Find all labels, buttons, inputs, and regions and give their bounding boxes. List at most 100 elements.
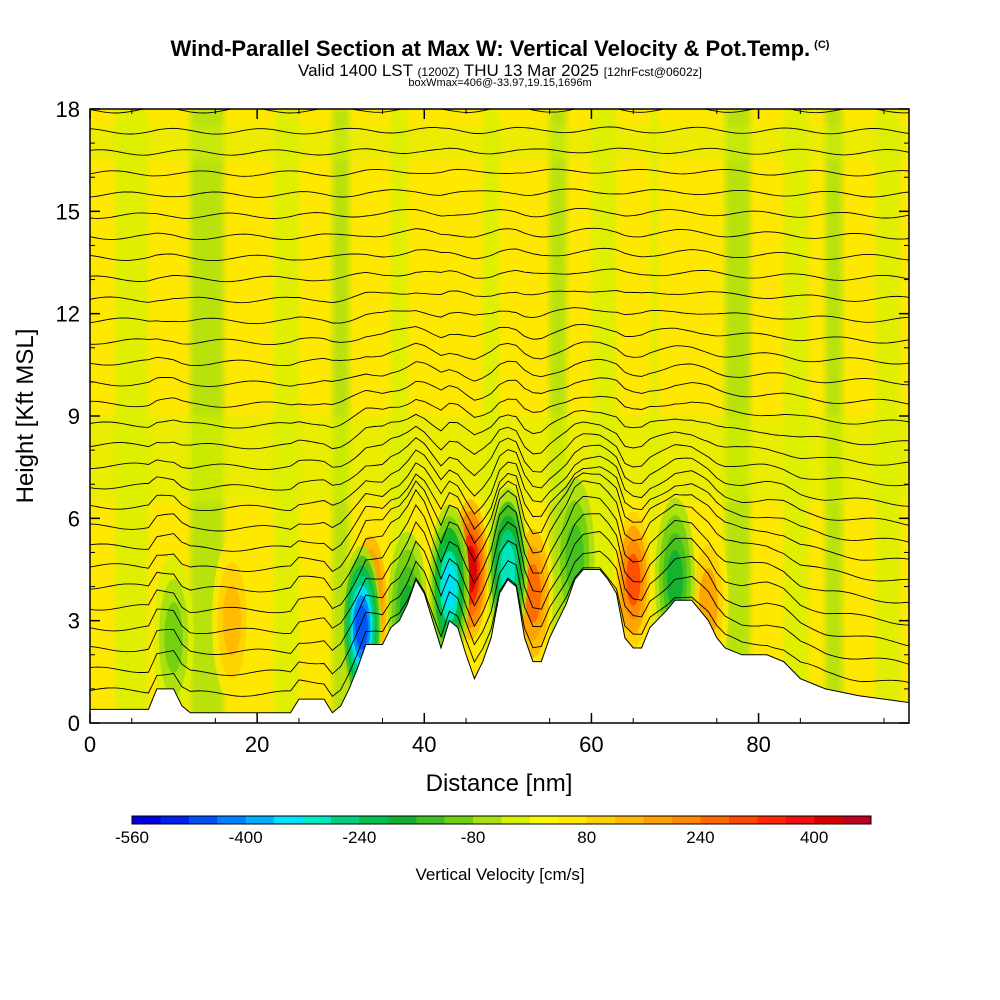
x-tick-label: 0 [84,732,96,757]
valid-date: THU 13 Mar 2025 [463,61,600,80]
theta-contour-line [90,247,909,262]
theta-contour-line [90,513,909,635]
theta-contour-line [90,567,909,697]
colorbar-swatch [558,816,588,824]
theta-contour-line [90,455,909,532]
colorbar: -560 -400 -240 -80 80 240 400 [115,815,872,847]
velocity-core [355,605,368,650]
colorbar-swatch [416,816,446,824]
colorbar-swatch [359,816,389,824]
colorbar-swatch [586,816,616,824]
theta-contour-line [90,421,909,470]
colorbar-swatch [387,816,417,824]
colorbar-swatch [643,816,673,824]
y-tick-label: 15 [56,199,80,224]
colorbar-swatch [728,816,758,824]
theta-contour-line [90,495,909,614]
x-tick-label: 20 [245,732,269,757]
theta-contours [90,109,909,697]
colorbar-tick-label: -560 [115,828,149,847]
terrain-mask [90,569,909,723]
velocity-band [90,416,909,502]
chart-title-text: Wind-Parallel Section at Max W: Vertical… [170,36,811,61]
theta-contour-line [90,444,909,512]
velocity-core [222,585,242,657]
theta-contour-line [90,126,909,135]
theta-contour-line [90,341,909,367]
theta-contour-line [90,466,909,552]
theta-contour-line [90,358,909,387]
x-tick-label: 80 [746,732,770,757]
chart-title: Wind-Parallel Section at Max W: Vertical… [0,36,1000,62]
theta-contour-line [90,472,909,572]
copyright-mark: (C) [814,38,830,51]
theta-contour-line [90,268,909,283]
forecast-info: [12hrFcst@0602z] [603,65,702,79]
colorbar-swatch [501,816,531,824]
colorbar-swatch [245,816,275,824]
colorbar-tick-label: 80 [577,828,596,847]
y-tick-label: 3 [68,609,80,634]
theta-contour-line [90,227,909,241]
theta-contour-line [90,531,909,655]
theta-contour-line [90,433,909,491]
theta-contour-line [90,290,909,304]
colorbar-tick-label: -240 [342,828,376,847]
y-tick-label: 12 [56,302,80,327]
theta-contour-line [90,188,909,198]
colorbar-swatch [274,816,304,824]
box-info: boxWmax=406@-33.97,19.15,1696m [408,77,592,89]
colorbar-swatch [785,816,815,824]
colorbar-swatch [473,816,502,824]
x-tick-label: 40 [412,732,436,757]
colorbar-swatch [529,816,559,824]
theta-contour-line [90,168,909,177]
colorbar-swatch [814,816,844,824]
colorbar-swatch [444,816,474,824]
velocity-core [164,602,183,674]
x-axis: 0 20 40 60 80 [84,109,885,757]
theta-contour-line [90,377,909,408]
theta-contour-line [90,409,909,450]
theta-contour-line [90,207,909,219]
colorbar-swatch [302,816,332,824]
colorbar-swatch [700,816,730,824]
chart-subtitle: Valid 1400 LST (1200Z) THU 13 Mar 2025 [… [0,61,1000,81]
velocity-band [90,126,909,161]
x-axis-title: Distance [nm] [426,770,573,797]
y-tick-label: 9 [68,404,80,429]
theta-contour-line [90,480,909,593]
colorbar-swatch [188,816,218,824]
colorbar-swatch [842,816,872,824]
colorbar-swatch [330,816,360,824]
y-tick-label: 6 [68,506,80,531]
velocity-core [442,562,457,611]
plot-area [90,109,909,723]
y-tick-label: 0 [68,711,80,736]
colorbar-swatch [132,816,161,824]
theta-contour-line [90,323,909,346]
x-tick-label: 60 [579,732,603,757]
theta-contour-line [90,395,909,429]
colorbar-tick-label: -80 [461,828,486,847]
colorbar-swatch [615,816,645,824]
theta-contour-line [90,109,909,114]
valid-utc: (1200Z) [417,65,460,79]
colorbar-tick-label: 400 [800,828,828,847]
colorbar-tick-label: -400 [229,828,263,847]
y-axis: 0 3 6 9 12 15 18 [56,97,909,736]
y-axis-title: Height [Kft MSL] [12,329,39,504]
colorbar-swatch [217,816,247,824]
colorbar-title: Vertical Velocity [cm/s] [415,865,584,884]
velocity-core [626,553,641,606]
theta-contour-line [90,307,909,325]
valid-time: Valid 1400 LST [298,61,413,80]
theta-contour-line [90,550,909,676]
colorbar-swatch [672,816,701,824]
colorbar-swatch [757,816,787,824]
y-tick-label: 18 [56,97,80,122]
colorbar-frame [131,815,872,825]
colorbar-swatch [160,816,190,824]
colorbar-tick-label: 240 [686,828,714,847]
